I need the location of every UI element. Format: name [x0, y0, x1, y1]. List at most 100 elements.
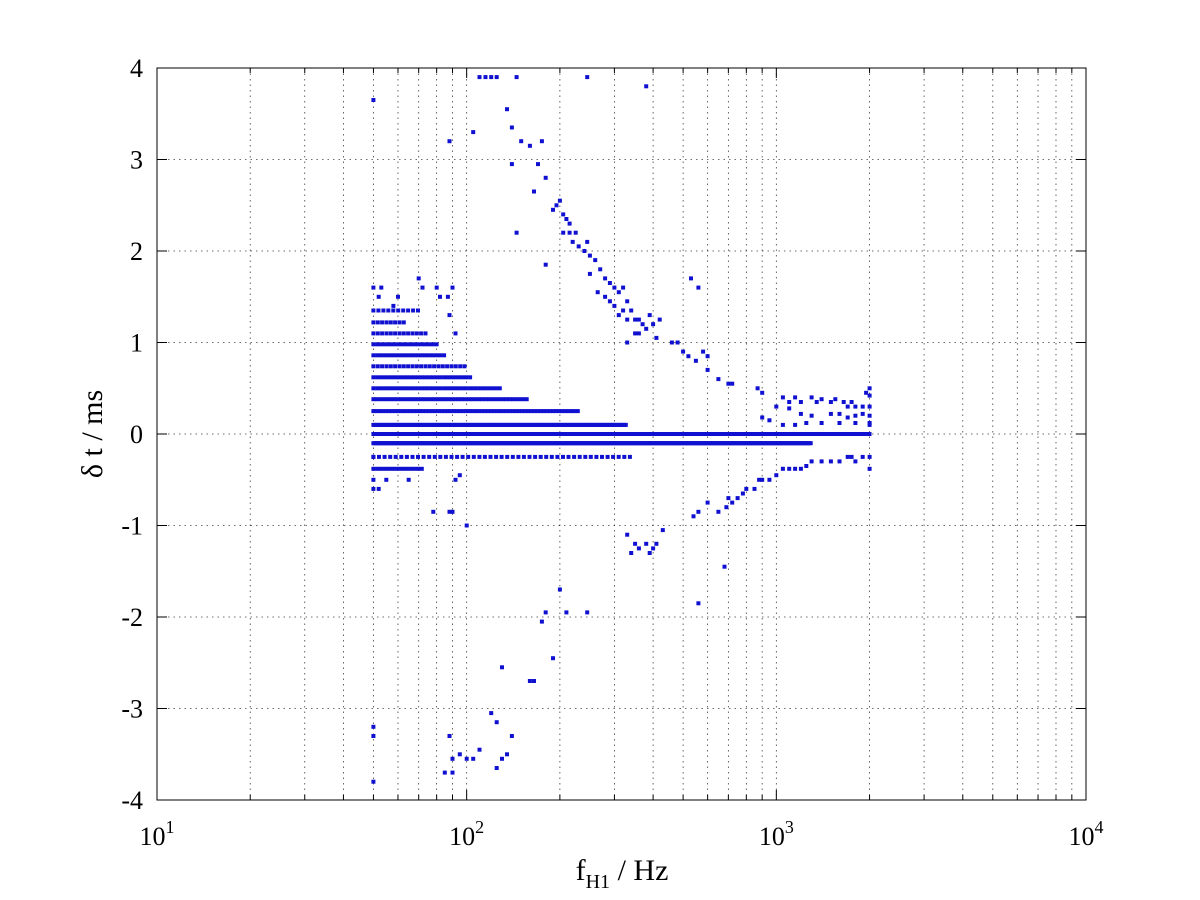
- data-point: [808, 441, 813, 446]
- data-point: [371, 331, 376, 336]
- data-point: [382, 454, 387, 459]
- data-point: [607, 281, 612, 285]
- data-point: [669, 340, 674, 345]
- data-point: [494, 454, 499, 459]
- data-point: [605, 454, 610, 459]
- data-point: [654, 541, 659, 546]
- data-point: [445, 294, 450, 299]
- data-point: [416, 342, 420, 347]
- data-point: [774, 404, 779, 409]
- data-point: [406, 308, 411, 313]
- data-point: [549, 454, 554, 459]
- data-point: [381, 308, 386, 313]
- data-point: [519, 139, 524, 144]
- data-point: [640, 322, 645, 327]
- data-point: [378, 386, 383, 391]
- data-point: [375, 386, 380, 391]
- data-point: [419, 331, 424, 336]
- data-point: [500, 756, 504, 761]
- data-point: [837, 421, 842, 425]
- data-point: [423, 386, 428, 391]
- data-point: [787, 466, 792, 471]
- data-point: [477, 397, 481, 402]
- data-point: [445, 409, 450, 414]
- data-point: [533, 454, 538, 459]
- y-tick-label: -3: [121, 695, 143, 724]
- data-point: [412, 353, 417, 358]
- data-point: [402, 397, 407, 402]
- data-point: [557, 587, 562, 592]
- data-point: [434, 342, 439, 347]
- data-point: [507, 397, 512, 402]
- data-point: [544, 409, 549, 414]
- data-point: [390, 342, 394, 347]
- data-point: [449, 397, 454, 402]
- data-point: [438, 294, 442, 299]
- x-tick-exponent: 1: [166, 817, 175, 837]
- data-point: [633, 317, 638, 322]
- data-point: [853, 421, 858, 425]
- data-point: [427, 353, 432, 358]
- data-point: [828, 459, 833, 464]
- data-point: [388, 454, 393, 459]
- data-point: [588, 454, 593, 459]
- data-point: [450, 509, 455, 514]
- x-tick-label: 102: [449, 817, 484, 851]
- data-point: [447, 313, 452, 318]
- data-point: [521, 397, 526, 402]
- data-point: [867, 422, 872, 427]
- data-point: [787, 406, 792, 411]
- data-point: [867, 386, 872, 391]
- data-point: [458, 364, 463, 369]
- data-point: [780, 395, 785, 400]
- data-point: [582, 249, 587, 253]
- data-point: [798, 411, 803, 416]
- data-points: [371, 75, 872, 784]
- data-point: [408, 375, 413, 380]
- data-point: [466, 454, 471, 459]
- data-point: [434, 285, 439, 290]
- data-point: [470, 397, 475, 402]
- data-point: [551, 409, 556, 414]
- data-point: [636, 546, 641, 551]
- data-point: [625, 532, 630, 537]
- data-point: [629, 308, 634, 313]
- data-point: [375, 466, 380, 471]
- data-point: [371, 477, 376, 482]
- data-point: [432, 397, 437, 402]
- x-tick-exponent: 4: [1095, 817, 1104, 837]
- grid-lines: [157, 68, 1086, 800]
- data-point: [760, 477, 765, 482]
- data-point: [867, 404, 872, 409]
- data-point: [390, 466, 394, 471]
- data-point: [408, 409, 413, 414]
- data-point: [404, 342, 409, 347]
- y-axis-label: δ t / ms: [76, 390, 109, 478]
- data-point: [603, 276, 608, 281]
- data-point: [561, 230, 566, 235]
- data-point: [416, 466, 420, 471]
- data-point: [548, 409, 552, 414]
- data-point: [404, 454, 409, 459]
- y-tick-label: 4: [130, 54, 143, 83]
- data-point: [397, 364, 402, 369]
- data-point: [450, 756, 455, 761]
- data-point: [814, 400, 819, 404]
- data-point: [457, 752, 462, 757]
- data-point: [471, 130, 476, 135]
- data-point: [401, 466, 406, 471]
- data-point: [416, 353, 420, 358]
- data-point: [767, 418, 772, 423]
- data-point: [386, 375, 391, 380]
- x-tick-exponent: 2: [475, 817, 484, 837]
- data-point: [378, 397, 383, 402]
- data-point: [419, 386, 424, 391]
- data-point: [460, 386, 465, 391]
- data-point: [393, 342, 398, 347]
- data-point: [616, 454, 621, 459]
- data-point: [798, 466, 803, 471]
- data-point: [374, 409, 379, 414]
- data-point: [408, 353, 413, 358]
- data-point: [538, 454, 543, 459]
- data-point: [730, 381, 735, 386]
